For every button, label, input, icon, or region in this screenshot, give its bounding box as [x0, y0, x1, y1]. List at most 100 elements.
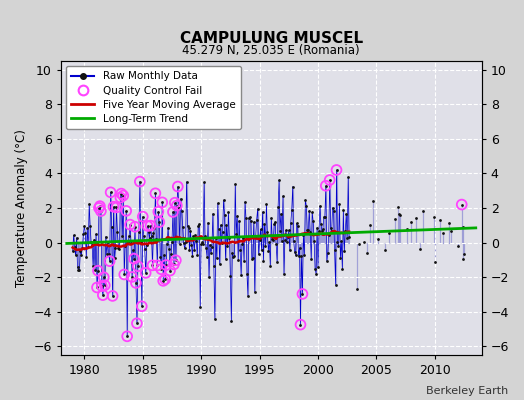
- Point: [116, 194, 125, 201]
- Point: [96, 203, 104, 209]
- Point: [132, 280, 140, 286]
- Point: [227, 318, 236, 324]
- Point: [286, 247, 294, 254]
- Point: [136, 178, 144, 185]
- Point: [236, 247, 244, 253]
- Point: [285, 227, 293, 234]
- Point: [164, 224, 172, 231]
- Point: [172, 257, 180, 264]
- Point: [181, 239, 190, 245]
- Point: [208, 244, 216, 251]
- Point: [342, 211, 351, 217]
- Point: [288, 207, 296, 213]
- Point: [296, 322, 304, 328]
- Point: [94, 268, 102, 274]
- Point: [166, 267, 174, 274]
- Point: [297, 253, 305, 259]
- Point: [119, 192, 127, 199]
- Point: [237, 272, 245, 278]
- Point: [289, 183, 297, 190]
- Point: [73, 264, 82, 270]
- Point: [343, 235, 352, 241]
- Point: [117, 190, 126, 197]
- Point: [264, 247, 272, 254]
- Point: [306, 228, 314, 235]
- Point: [146, 222, 155, 229]
- Point: [332, 167, 341, 173]
- Point: [160, 252, 168, 258]
- Point: [270, 221, 278, 227]
- Point: [130, 256, 138, 262]
- Point: [96, 203, 104, 209]
- Point: [283, 234, 292, 241]
- Y-axis label: Temperature Anomaly (°C): Temperature Anomaly (°C): [15, 129, 28, 287]
- Point: [213, 255, 221, 261]
- Point: [70, 244, 79, 250]
- Point: [161, 276, 169, 282]
- Point: [131, 224, 139, 230]
- Point: [232, 231, 241, 237]
- Point: [205, 274, 213, 280]
- Point: [275, 177, 283, 184]
- Point: [301, 197, 310, 203]
- Point: [138, 214, 147, 220]
- Point: [69, 232, 78, 238]
- Point: [435, 217, 444, 224]
- Point: [289, 238, 298, 244]
- Point: [155, 219, 163, 225]
- Point: [228, 250, 236, 256]
- Point: [195, 221, 203, 228]
- Point: [126, 222, 134, 228]
- Point: [229, 254, 237, 260]
- Point: [316, 203, 324, 209]
- Point: [230, 253, 238, 259]
- Point: [385, 230, 394, 236]
- Point: [269, 237, 277, 244]
- Point: [258, 209, 267, 215]
- Point: [192, 238, 201, 244]
- Point: [394, 203, 402, 210]
- Point: [220, 197, 228, 203]
- Point: [396, 212, 404, 218]
- Point: [93, 284, 101, 291]
- Point: [140, 246, 149, 252]
- Point: [197, 241, 205, 248]
- Point: [126, 222, 134, 228]
- Point: [304, 227, 312, 233]
- Point: [177, 196, 185, 202]
- Point: [120, 271, 128, 278]
- Point: [121, 243, 129, 249]
- Point: [216, 222, 225, 228]
- Point: [113, 229, 122, 236]
- Point: [299, 232, 308, 238]
- Point: [101, 282, 109, 288]
- Point: [242, 214, 250, 221]
- Point: [282, 239, 291, 245]
- Point: [333, 239, 342, 246]
- Point: [266, 262, 275, 269]
- Point: [419, 208, 428, 214]
- Point: [89, 263, 97, 270]
- Point: [212, 235, 220, 242]
- Point: [115, 246, 124, 252]
- Point: [325, 177, 334, 183]
- Point: [135, 229, 143, 235]
- Point: [294, 253, 303, 259]
- Point: [200, 179, 208, 186]
- Point: [245, 215, 253, 221]
- Point: [254, 206, 262, 212]
- Legend: Raw Monthly Data, Quality Control Fail, Five Year Moving Average, Long-Term Tren: Raw Monthly Data, Quality Control Fail, …: [66, 66, 241, 129]
- Point: [97, 283, 106, 289]
- Point: [296, 245, 304, 251]
- Point: [268, 236, 277, 242]
- Point: [293, 223, 302, 230]
- Point: [247, 218, 255, 224]
- Point: [281, 236, 289, 243]
- Point: [316, 221, 325, 227]
- Point: [100, 274, 108, 280]
- Point: [231, 181, 239, 188]
- Point: [134, 263, 142, 270]
- Point: [183, 223, 192, 230]
- Point: [154, 208, 162, 215]
- Point: [309, 218, 318, 224]
